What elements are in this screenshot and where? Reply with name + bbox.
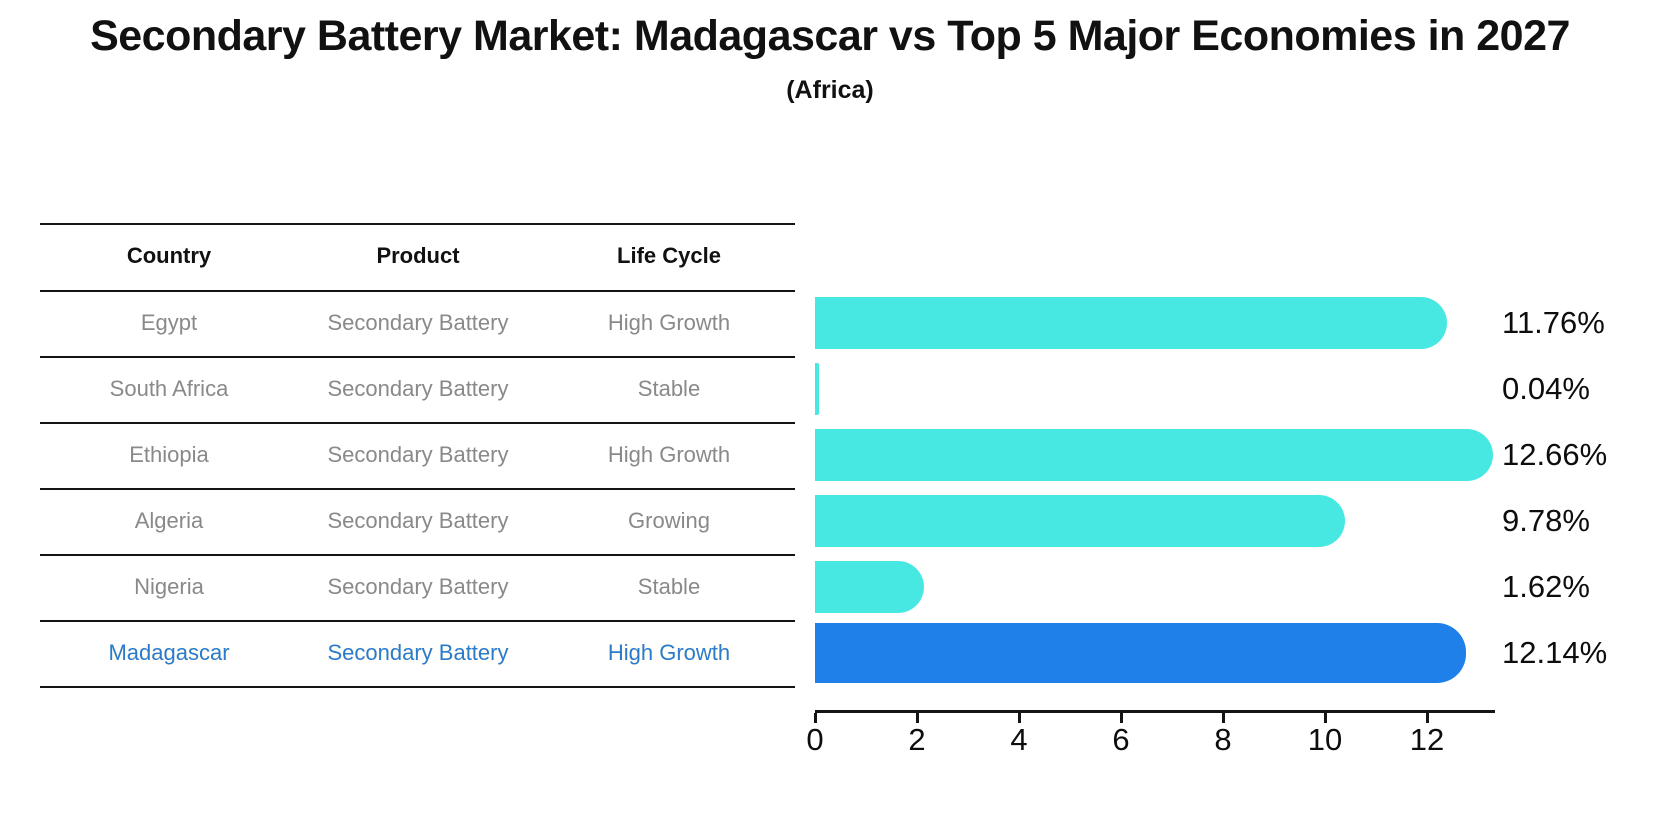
- bar-nigeria: [815, 561, 925, 613]
- value-label: 9.78%: [1502, 503, 1590, 538]
- chart-subtitle: (Africa): [786, 76, 874, 104]
- table-divider: [40, 488, 795, 490]
- country-cell: Algeria: [134, 508, 204, 533]
- table-divider: [40, 686, 795, 688]
- value-label: 12.14%: [1502, 635, 1608, 670]
- x-tick-mark: [1119, 713, 1123, 723]
- x-tick-mark: [1425, 713, 1429, 723]
- product-cell: Secondary Battery: [327, 310, 509, 335]
- x-tick-mark: [1017, 713, 1021, 723]
- country-cell: Ethiopia: [129, 442, 209, 467]
- table-divider: [40, 290, 795, 292]
- table-divider: [40, 356, 795, 358]
- x-axis-line: [815, 710, 1495, 713]
- bar-egypt: [815, 297, 1447, 349]
- value-label: 0.04%: [1502, 371, 1590, 406]
- country-cell: Egypt: [140, 310, 198, 335]
- x-tick-mark: [813, 713, 817, 723]
- table-divider: [40, 422, 795, 424]
- country-cell: Madagascar: [108, 640, 230, 665]
- bar-south-africa: [815, 363, 820, 415]
- country-cell: Nigeria: [134, 574, 204, 599]
- column-header-country: Country: [126, 243, 212, 268]
- x-tick-label: 4: [1010, 722, 1028, 757]
- bar-ethiopia: [815, 429, 1493, 481]
- product-cell: Secondary Battery: [327, 376, 509, 401]
- table-divider: [40, 554, 795, 556]
- value-label: 12.66%: [1502, 437, 1608, 472]
- column-header-life-cycle: Life Cycle: [617, 243, 721, 268]
- life-cycle-cell: High Growth: [607, 640, 731, 665]
- product-cell: Secondary Battery: [327, 442, 509, 467]
- x-tick-label: 2: [908, 722, 926, 757]
- table-header-row: Country Product Life Cycle: [40, 239, 795, 273]
- table-row: Ethiopia Secondary Battery High Growth: [40, 438, 795, 472]
- product-cell: Secondary Battery: [327, 574, 509, 599]
- value-label: 11.76%: [1502, 305, 1605, 340]
- life-cycle-cell: High Growth: [607, 442, 731, 467]
- x-tick-mark: [915, 713, 919, 723]
- life-cycle-cell: Growing: [628, 508, 710, 533]
- product-cell: Secondary Battery: [327, 508, 509, 533]
- table-divider: [40, 223, 795, 225]
- x-tick-label: 6: [1112, 722, 1130, 757]
- value-label: 1.62%: [1502, 569, 1590, 604]
- x-tick-label: 8: [1214, 722, 1232, 757]
- table-row: Egypt Secondary Battery High Growth: [40, 306, 795, 340]
- bar-madagascar-highlight: [815, 623, 1467, 683]
- life-cycle-cell: Stable: [637, 574, 701, 599]
- chart-title: Secondary Battery Market: Madagascar vs …: [90, 12, 1570, 60]
- life-cycle-cell: Stable: [637, 376, 701, 401]
- country-cell: South Africa: [109, 376, 229, 401]
- life-cycle-cell: High Growth: [607, 310, 731, 335]
- product-cell: Secondary Battery: [327, 640, 509, 665]
- table-row-highlight-madagascar: Madagascar Secondary Battery High Growth: [40, 636, 795, 670]
- table-row: Nigeria Secondary Battery Stable: [40, 570, 795, 604]
- x-tick-label: 10: [1307, 722, 1343, 757]
- column-header-product: Product: [376, 243, 460, 268]
- table-row: South Africa Secondary Battery Stable: [40, 372, 795, 406]
- x-tick-mark: [1221, 713, 1225, 723]
- table-divider: [40, 620, 795, 622]
- table-row: Algeria Secondary Battery Growing: [40, 504, 795, 538]
- x-tick-label: 12: [1409, 722, 1445, 757]
- bar-algeria: [815, 495, 1345, 547]
- x-tick-label: 0: [806, 722, 824, 757]
- x-tick-mark: [1323, 713, 1327, 723]
